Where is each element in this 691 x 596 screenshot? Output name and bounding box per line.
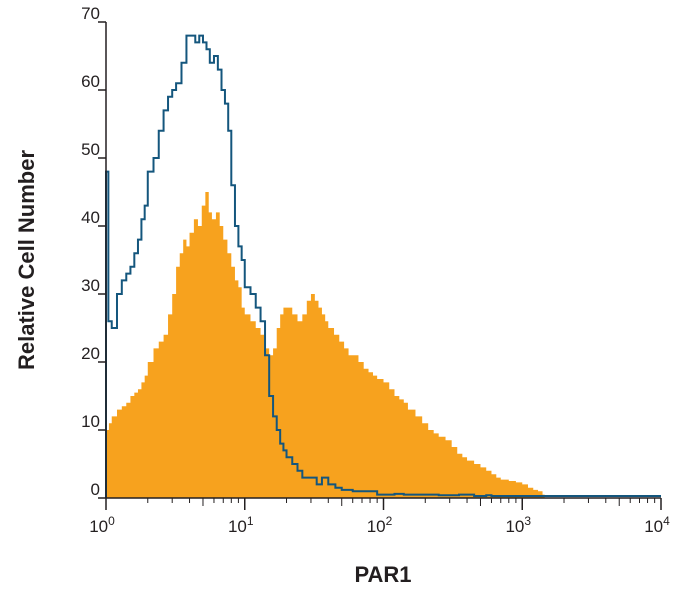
x-tick-label: 103	[505, 514, 531, 536]
y-tick-label: 50	[81, 140, 100, 159]
x-major-ticks: 100 101 102 103 104	[89, 498, 670, 536]
x-tick-exponent: 2	[386, 514, 393, 528]
y-tick-label: 0	[91, 480, 100, 499]
x-tick-label: 101	[228, 514, 254, 536]
x-axis-title: PAR1	[354, 562, 411, 587]
x-tick-label: 104	[644, 514, 670, 536]
filled-histogram-series	[106, 192, 545, 498]
x-tick-exponent: 1	[247, 514, 254, 528]
y-tick-label: 60	[81, 72, 100, 91]
y-tick-label: 70	[81, 4, 100, 23]
x-tick-exponent: 3	[524, 514, 531, 528]
x-tick-exponent: 4	[663, 514, 670, 528]
y-ticks: 0 10 20 30 40 50 60 70	[81, 4, 106, 499]
series-layer	[105, 34, 661, 498]
x-tick-exponent: 0	[108, 514, 115, 528]
y-tick-label: 30	[81, 276, 100, 295]
x-tick-label: 100	[89, 514, 115, 536]
x-tick-label: 102	[367, 514, 393, 536]
y-tick-label: 10	[81, 412, 100, 431]
y-tick-label: 40	[81, 208, 100, 227]
y-tick-label: 20	[81, 344, 100, 363]
x-minor-ticks	[147, 498, 656, 506]
y-axis-title: Relative Cell Number	[14, 150, 39, 371]
outline-histogram-series	[105, 34, 661, 498]
